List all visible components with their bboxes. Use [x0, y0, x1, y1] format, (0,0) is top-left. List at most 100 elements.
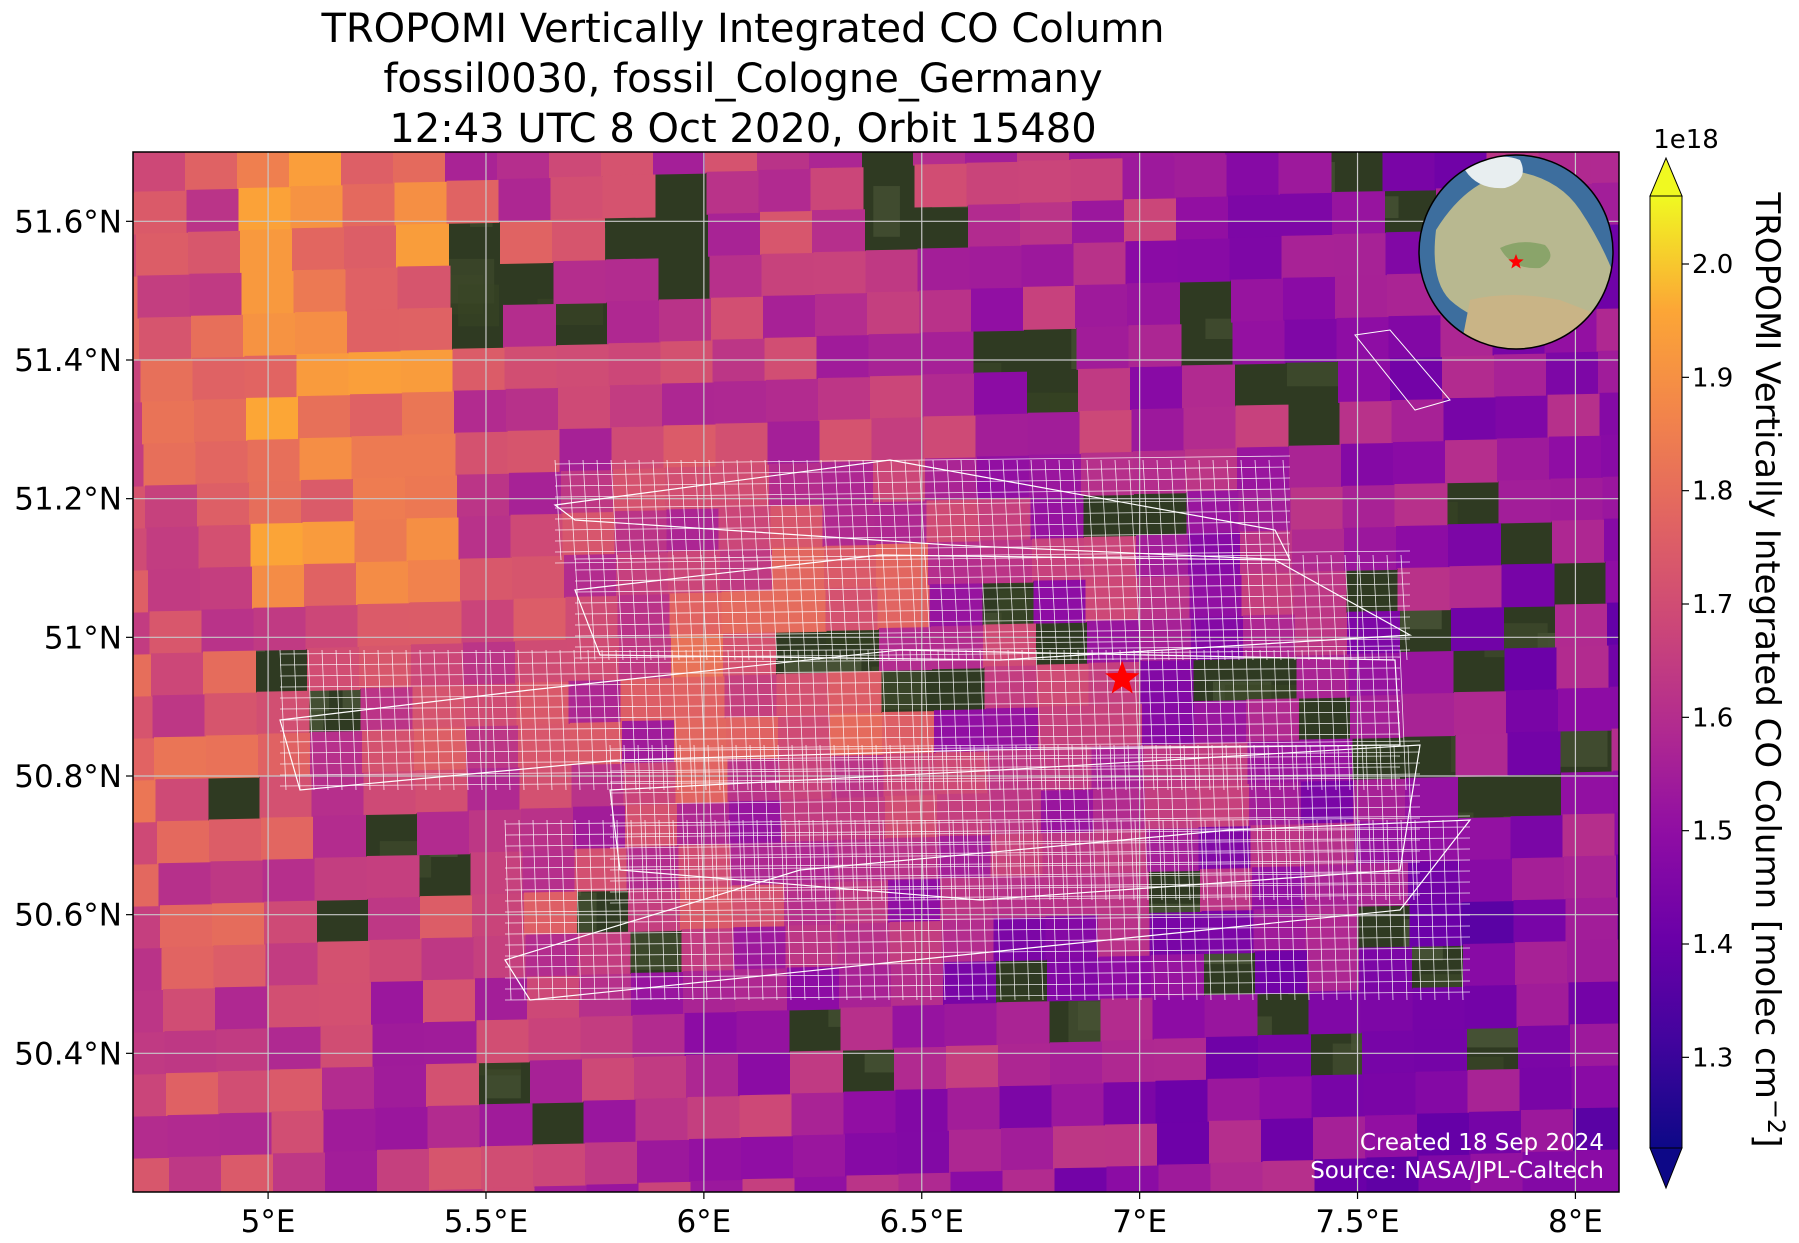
co-pixel [289, 152, 342, 188]
colorbar-tick-label: 1.5 [1692, 817, 1733, 847]
footprint-line [1050, 819, 1058, 1001]
co-pixel [660, 340, 714, 385]
footprint-line [279, 733, 1401, 743]
co-pixel [518, 723, 571, 768]
co-pixel [1588, 56, 1641, 100]
footprint-line [609, 839, 1421, 849]
co-pixel [1412, 986, 1466, 1031]
footprint-line [574, 554, 582, 661]
co-pixel [1133, 450, 1186, 495]
co-pixel [1362, 1030, 1415, 1075]
footprint-line [489, 649, 497, 791]
footprint-line [889, 744, 897, 901]
co-pixel [359, 645, 412, 690]
footprint-line [896, 554, 904, 661]
co-pixel [1405, 776, 1458, 821]
footprint-line [980, 554, 988, 661]
co-pixel [188, 230, 241, 275]
footprint-line [1226, 459, 1234, 561]
footprint-line [820, 459, 828, 561]
co-pixel [582, 1057, 635, 1102]
co-pixel [718, 506, 772, 551]
footprint-line [602, 819, 610, 1001]
footprint-line [895, 649, 903, 791]
co-pixel [1296, 654, 1350, 699]
co-pixel [558, 386, 611, 431]
co-pixel [1680, 1188, 1733, 1232]
footprint-line [1120, 819, 1128, 1001]
footprint-line [1064, 819, 1072, 1001]
footprint-line [853, 649, 861, 791]
footprint-line [735, 744, 743, 901]
footprint-line [504, 958, 1471, 968]
footprint-line [909, 649, 917, 791]
co-pixel [1363, 1072, 1417, 1117]
footprint-line [1246, 819, 1254, 1001]
co-pixel [377, 1148, 430, 1192]
co-pixel [1228, 194, 1281, 239]
map-area[interactable]: Created 18 Sep 2024 Source: NASA/JPL-Cal… [80, 54, 1734, 1243]
co-pixel [1237, 446, 1290, 491]
footprint-line [554, 510, 1291, 520]
co-pixel [1506, 689, 1559, 734]
co-pixel [983, 623, 1036, 668]
co-pixel [184, 105, 237, 149]
co-pixel [496, 94, 549, 138]
footprint-line [363, 649, 371, 791]
co-pixel [1277, 152, 1330, 153]
footprint-line [1141, 744, 1149, 901]
co-pixel [877, 585, 931, 630]
co-pixel [767, 420, 821, 465]
co-pixel [472, 893, 525, 938]
co-pixel [206, 734, 259, 779]
co-pixel [1380, 63, 1433, 107]
footprint-line [1253, 744, 1261, 901]
footprint-line [574, 583, 1411, 593]
co-pixel [247, 438, 301, 483]
co-pixel [1498, 479, 1552, 524]
co-pixel [885, 795, 938, 839]
basemap-patch [873, 186, 900, 237]
co-pixel [998, 1043, 1051, 1088]
co-pixel [712, 338, 766, 383]
footprint-line [1162, 554, 1170, 661]
footprint-line [574, 638, 1411, 648]
co-pixel [1241, 572, 1295, 617]
footprint-line [714, 554, 722, 661]
co-pixel [947, 1087, 1001, 1131]
co-pixel [421, 937, 475, 982]
co-pixel [830, 712, 883, 757]
co-pixel [1596, 308, 1619, 352]
footprint-line [518, 819, 526, 1001]
co-pixel [519, 765, 573, 810]
co-pixel [1348, 652, 1402, 697]
footprint-line [1204, 819, 1212, 1001]
footprint-line [1190, 819, 1198, 1001]
footprint-line [1302, 554, 1310, 661]
colorbar: 1.3 1.4 1.5 1.6 1.7 1.8 1.9 2.0 1e18 TROPOMI Ve… [1649, 125, 1790, 1190]
footprint-line [666, 459, 674, 561]
footprint-line [587, 649, 595, 791]
footprint-line [1358, 554, 1366, 661]
co-pixel [1050, 1041, 1103, 1086]
co-pixel [133, 1032, 166, 1076]
footprint-line [1030, 459, 1038, 561]
co-pixel [1209, 1119, 1262, 1164]
footprint-line [839, 649, 847, 791]
co-pixel [314, 856, 368, 901]
footprint-line [764, 459, 772, 561]
co-pixel [327, 1193, 380, 1237]
co-pixel [812, 209, 865, 254]
co-pixel [614, 510, 668, 555]
co-pixel [454, 389, 507, 434]
co-pixel [1574, 1149, 1619, 1192]
co-pixel [399, 307, 452, 352]
co-pixel [157, 820, 210, 865]
co-pixel [763, 294, 816, 339]
co-pixel [631, 971, 684, 1016]
co-pixel [744, 1220, 797, 1243]
co-pixel [405, 475, 458, 520]
footprint-line [834, 459, 842, 561]
co-pixel [815, 293, 868, 338]
footprint-line [1100, 459, 1108, 561]
